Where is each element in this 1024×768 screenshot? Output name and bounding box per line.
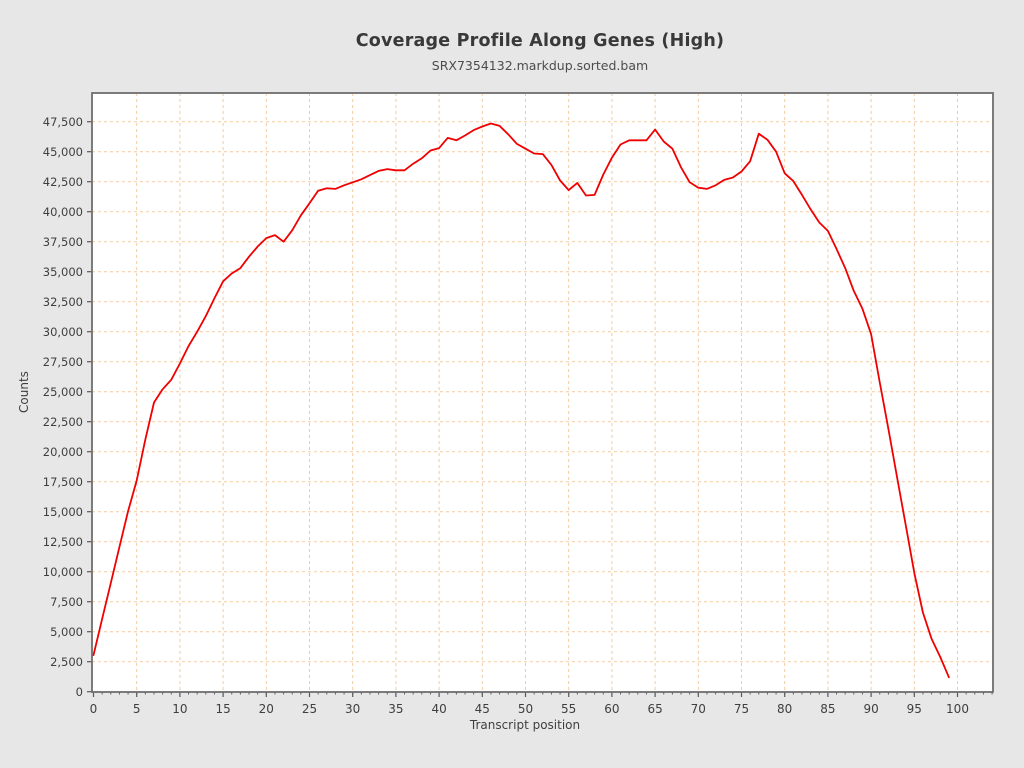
x-tick-label: 60 xyxy=(604,702,620,716)
x-tick-label: 45 xyxy=(474,702,490,716)
plot-border xyxy=(91,92,994,693)
x-tick-label: 55 xyxy=(561,702,577,716)
y-tick-label: 30,000 xyxy=(42,324,83,339)
y-tick-label: 32,500 xyxy=(42,294,83,309)
x-axis-label: Transcript position xyxy=(469,718,581,732)
x-tick-label: 20 xyxy=(258,702,274,716)
y-tick-label: 20,000 xyxy=(42,444,83,459)
x-tick-label: 15 xyxy=(215,702,231,716)
y-tick-label: 7,500 xyxy=(50,594,83,609)
x-tick-label: 90 xyxy=(863,702,879,716)
x-tick-label: 40 xyxy=(431,702,447,716)
y-axis-label: Counts xyxy=(17,371,31,413)
y-tick-label: 0 xyxy=(75,684,83,699)
y-tick-label: 47,500 xyxy=(42,114,83,129)
chart-subtitle: SRX7354132.markdup.sorted.bam xyxy=(431,58,649,73)
y-tick-label: 45,000 xyxy=(42,144,83,159)
y-tick-label: 15,000 xyxy=(42,504,83,519)
x-tick-label: 50 xyxy=(517,702,534,716)
y-tick-label: 37,500 xyxy=(42,234,83,249)
y-tick-label: 10,000 xyxy=(42,564,83,579)
y-tick-label: 2,500 xyxy=(50,654,83,669)
x-tick-label: 65 xyxy=(647,702,663,716)
chart-title: Coverage Profile Along Genes (High) xyxy=(355,31,725,51)
x-tick-label: 100 xyxy=(946,702,969,716)
y-tick-label: 5,000 xyxy=(50,624,83,639)
plot-panel xyxy=(92,93,993,692)
y-tick-label: 40,000 xyxy=(42,204,83,219)
x-tick-label: 35 xyxy=(388,702,404,716)
x-tick-label: 85 xyxy=(820,702,836,716)
x-tick-label: 70 xyxy=(690,702,706,716)
coverage-line xyxy=(92,122,950,679)
y-tick-label: 17,500 xyxy=(42,474,83,489)
y-tick-label: 25,000 xyxy=(42,384,83,399)
x-tick-label: 5 xyxy=(132,702,141,716)
x-tick-label: 75 xyxy=(733,702,750,716)
x-tick-label: 0 xyxy=(89,702,98,716)
y-tick-label: 12,500 xyxy=(42,534,83,549)
y-tick-label: 27,500 xyxy=(42,354,83,369)
x-tick-label: 80 xyxy=(777,702,793,716)
x-tick-label: 10 xyxy=(172,702,188,716)
y-tick-label: 35,000 xyxy=(42,264,83,279)
x-tick-label: 25 xyxy=(301,702,318,716)
y-tick-label: 42,500 xyxy=(42,174,83,189)
y-tick-label: 22,500 xyxy=(42,414,83,429)
x-tick-label: 95 xyxy=(906,702,922,716)
x-tick-label: 30 xyxy=(345,702,361,716)
